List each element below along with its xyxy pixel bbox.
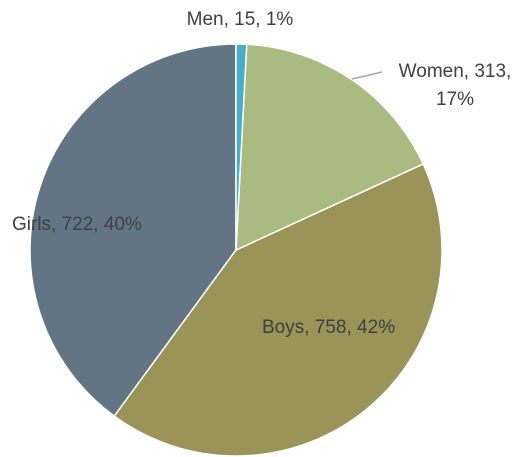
data-label: Women, 313, 17% — [398, 61, 512, 110]
data-label: Girls, 722, 40% — [12, 214, 142, 235]
pie-slice — [235, 43, 425, 252]
leader-line — [351, 71, 383, 80]
pie-slice — [235, 43, 248, 251]
data-label: Men, 15, 1% — [186, 9, 294, 30]
data-label: Boys, 758, 42% — [262, 317, 396, 338]
pie-slice — [113, 162, 443, 457]
pie-slice — [29, 43, 237, 418]
